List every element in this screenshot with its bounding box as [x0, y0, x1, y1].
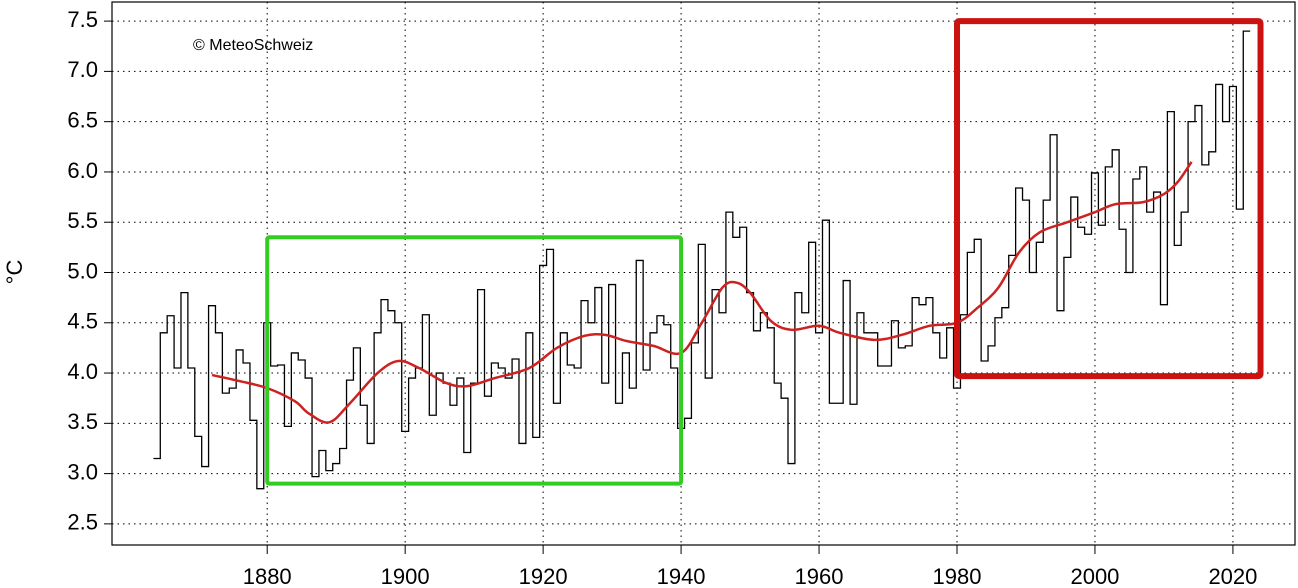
y-tick-label: 5.5 — [67, 208, 98, 233]
y-tick-label: 5.0 — [67, 258, 98, 283]
copyright: © MeteoSchweiz — [193, 37, 313, 54]
trend-line — [211, 161, 1193, 424]
x-tick-label: 1880 — [243, 564, 292, 588]
y-tick-label: 4.5 — [67, 309, 98, 334]
x-tick-label: 1940 — [657, 564, 706, 588]
x-tick-label: 1980 — [933, 564, 982, 588]
y-axis-label: °C — [2, 260, 27, 285]
y-tick-label: 6.0 — [67, 158, 98, 183]
x-tick-label: 1920 — [519, 564, 568, 588]
y-tick-label: 2.5 — [67, 510, 98, 535]
y-tick-label: 3.0 — [67, 459, 98, 484]
highlight-box — [265, 235, 684, 486]
temperature-step-line — [153, 30, 1251, 490]
x-tick-label: 1960 — [795, 564, 844, 588]
x-tick-label: 2020 — [1208, 564, 1257, 588]
y-tick-label: 4.0 — [67, 359, 98, 384]
y-tick-label: 7.0 — [67, 57, 98, 82]
y-tick-label: 3.5 — [67, 409, 98, 434]
highlight-box — [954, 18, 1264, 380]
x-tick-label: 2000 — [1070, 564, 1119, 588]
plot-frame — [111, 1, 1296, 546]
y-tick-label: 6.5 — [67, 107, 98, 132]
y-tick-label: 7.5 — [67, 7, 98, 32]
x-tick-label: 1900 — [381, 564, 430, 588]
